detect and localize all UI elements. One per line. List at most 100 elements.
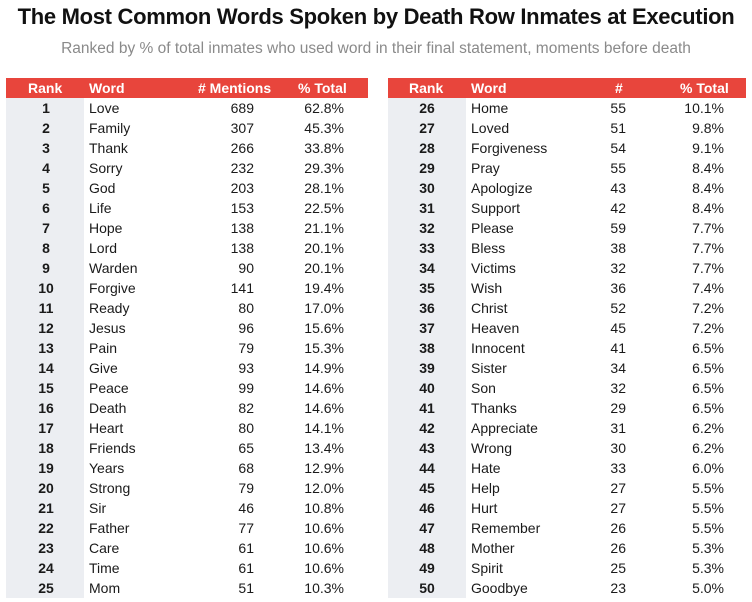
table-row: 21 Sir 46 10.8% — [6, 498, 368, 518]
cell-word: Heaven — [471, 320, 520, 336]
cell-rank: 1 — [42, 100, 50, 116]
table-row: 43 Wrong 30 6.2% — [388, 438, 746, 458]
cell-word: Love — [89, 100, 120, 116]
table-row: 14 Give 93 14.9% — [6, 358, 368, 378]
cell-rank: 20 — [38, 480, 54, 496]
cell-percent: 15.3% — [304, 340, 344, 356]
cell-percent: 45.3% — [304, 120, 344, 136]
header-rank: Rank — [28, 80, 63, 96]
cell-word: Warden — [89, 260, 138, 276]
cell-mentions: 93 — [238, 360, 254, 376]
table-row: 32 Please 59 7.7% — [388, 218, 746, 238]
cell-rank: 33 — [419, 240, 435, 256]
table-row: 27 Loved 51 9.8% — [388, 118, 746, 138]
table-header: Rank Word # Mentions % Total — [6, 78, 368, 98]
cell-mentions: 59 — [610, 220, 626, 236]
cell-word: Please — [471, 220, 514, 236]
table-row: 19 Years 68 12.9% — [6, 458, 368, 478]
cell-word: Help — [471, 480, 500, 496]
cell-percent: 6.5% — [692, 340, 724, 356]
cell-rank: 29 — [419, 160, 435, 176]
cell-percent: 6.5% — [692, 400, 724, 416]
cell-word: Family — [89, 120, 131, 136]
cell-word: Hope — [89, 220, 123, 236]
cell-rank: 47 — [419, 520, 435, 536]
cell-mentions: 31 — [610, 420, 626, 436]
cell-percent: 9.1% — [692, 140, 724, 156]
table-row: 18 Friends 65 13.4% — [6, 438, 368, 458]
cell-mentions: 32 — [610, 260, 626, 276]
cell-word: Hate — [471, 460, 501, 476]
cell-percent: 14.1% — [304, 420, 344, 436]
cell-word: God — [89, 180, 116, 196]
cell-mentions: 38 — [610, 240, 626, 256]
table-row: 2 Family 307 45.3% — [6, 118, 368, 138]
cell-percent: 14.9% — [304, 360, 344, 376]
cell-word: Mom — [89, 580, 121, 596]
cell-word: Strong — [89, 480, 131, 496]
cell-mentions: 55 — [610, 160, 626, 176]
cell-rank: 23 — [38, 540, 54, 556]
cell-mentions: 55 — [610, 100, 626, 116]
cell-word: Bless — [471, 240, 506, 256]
cell-rank: 42 — [419, 420, 435, 436]
header-word: Word — [471, 80, 507, 96]
cell-mentions: 61 — [238, 540, 254, 556]
cell-mentions: 80 — [238, 420, 254, 436]
table-row: 1 Love 689 62.8% — [6, 98, 368, 118]
cell-mentions: 65 — [238, 440, 254, 456]
cell-rank: 32 — [419, 220, 435, 236]
table-row: 47 Remember 26 5.5% — [388, 518, 746, 538]
table-row: 6 Life 153 22.5% — [6, 198, 368, 218]
cell-rank: 28 — [419, 140, 435, 156]
cell-word: Hurt — [471, 500, 498, 516]
cell-rank: 19 — [38, 460, 54, 476]
cell-word: Remember — [471, 520, 541, 536]
table-row: 50 Goodbye 23 5.0% — [388, 578, 746, 598]
table-row: 38 Innocent 41 6.5% — [388, 338, 746, 358]
cell-percent: 6.2% — [692, 440, 724, 456]
cell-percent: 12.0% — [304, 480, 344, 496]
cell-rank: 38 — [419, 340, 435, 356]
cell-rank: 31 — [419, 200, 435, 216]
cell-mentions: 266 — [230, 140, 254, 156]
header-mentions: # — [615, 80, 623, 96]
table-row: 10 Forgive 141 19.4% — [6, 278, 368, 298]
cell-word: Thanks — [471, 400, 517, 416]
table-rows: 26 Home 55 10.1% 27 Loved 51 9.8% 28 Forgiveness 5… — [388, 98, 746, 598]
cell-word: Appreciate — [471, 420, 538, 436]
cell-percent: 5.0% — [692, 580, 724, 596]
table-row: 35 Wish 36 7.4% — [388, 278, 746, 298]
cell-word: Home — [471, 100, 509, 116]
header-percent: % Total — [298, 80, 347, 96]
table-row: 15 Peace 99 14.6% — [6, 378, 368, 398]
cell-percent: 28.1% — [304, 180, 344, 196]
cell-rank: 41 — [419, 400, 435, 416]
cell-mentions: 52 — [610, 300, 626, 316]
cell-word: Thank — [89, 140, 128, 156]
cell-word: Sister — [471, 360, 507, 376]
table-row: 31 Support 42 8.4% — [388, 198, 746, 218]
cell-mentions: 90 — [238, 260, 254, 276]
cell-percent: 9.8% — [692, 120, 724, 136]
table-row: 44 Hate 33 6.0% — [388, 458, 746, 478]
cell-mentions: 26 — [610, 520, 626, 536]
cell-rank: 15 — [38, 380, 54, 396]
cell-mentions: 34 — [610, 360, 626, 376]
cell-rank: 48 — [419, 540, 435, 556]
cell-mentions: 153 — [230, 200, 254, 216]
cell-word: Lord — [89, 240, 118, 256]
cell-rank: 44 — [419, 460, 435, 476]
cell-percent: 20.1% — [304, 260, 344, 276]
cell-rank: 16 — [38, 400, 54, 416]
cell-mentions: 79 — [238, 340, 254, 356]
cell-rank: 17 — [38, 420, 54, 436]
cell-rank: 22 — [38, 520, 54, 536]
cell-rank: 34 — [419, 260, 435, 276]
table-row: 48 Mother 26 5.3% — [388, 538, 746, 558]
header-rank: Rank — [409, 80, 444, 96]
cell-rank: 24 — [38, 560, 54, 576]
cell-mentions: 54 — [610, 140, 626, 156]
cell-rank: 7 — [42, 220, 50, 236]
cell-rank: 26 — [419, 100, 435, 116]
